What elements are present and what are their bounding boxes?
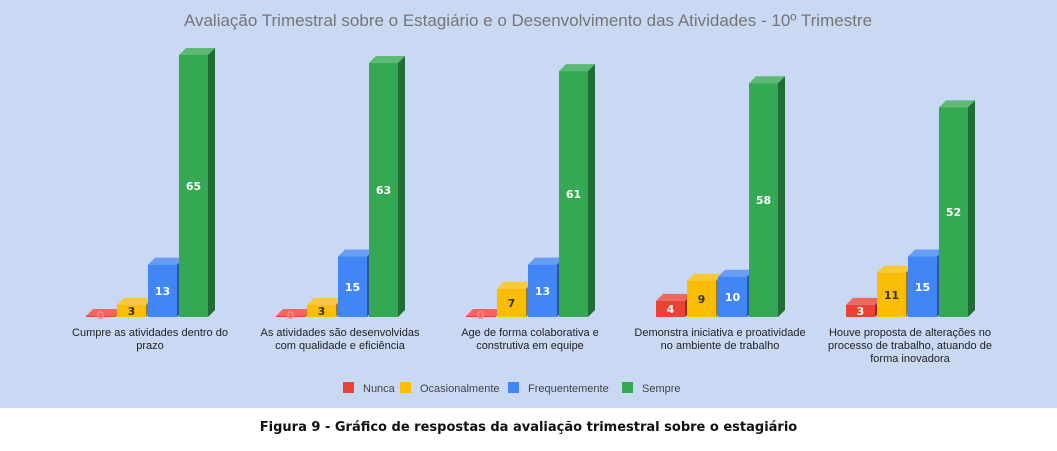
legend-swatch bbox=[400, 382, 411, 393]
data-label: 15 bbox=[915, 281, 930, 294]
chart-background bbox=[0, 0, 1057, 408]
data-label: 3 bbox=[128, 305, 136, 318]
data-label: 10 bbox=[725, 291, 741, 304]
bar-side bbox=[208, 48, 215, 317]
bar-frequentemente bbox=[908, 256, 937, 317]
bar-top bbox=[687, 273, 723, 281]
data-label: 58 bbox=[756, 194, 771, 207]
figure-caption: Figura 9 - Gráfico de respostas da avali… bbox=[259, 420, 798, 435]
data-label: 13 bbox=[155, 285, 170, 298]
legend-item: Ocasionalmente bbox=[400, 382, 500, 395]
bar-top bbox=[749, 76, 785, 84]
legend-label: Frequentemente bbox=[528, 383, 609, 395]
category-label: Cumpre as atividades dentro do bbox=[72, 327, 228, 339]
bar-chart: Avaliação Trimestral sobre o Estagiário … bbox=[0, 0, 1057, 408]
bar-side bbox=[398, 56, 405, 318]
legend-swatch bbox=[508, 382, 519, 393]
bar-top bbox=[148, 257, 184, 265]
category-label: forma inovadora bbox=[870, 353, 950, 365]
bar-top bbox=[276, 309, 312, 316]
data-label: 65 bbox=[186, 180, 201, 193]
bar-top bbox=[86, 309, 122, 316]
bar-ocasionalmente bbox=[687, 280, 716, 317]
bar-nunca bbox=[656, 300, 685, 317]
bar-sempre bbox=[369, 63, 398, 317]
bar-frequentemente bbox=[528, 264, 557, 317]
data-label: 0 bbox=[287, 309, 295, 322]
bar-top bbox=[877, 265, 913, 273]
category-label: Demonstra iniciativa e proatividade bbox=[634, 327, 805, 339]
legend-swatch bbox=[622, 382, 633, 393]
bar-top bbox=[307, 297, 343, 305]
category-label: Houve proposta de alterações no bbox=[829, 327, 991, 339]
legend-label: Ocasionalmente bbox=[420, 383, 500, 395]
category-group: 0 7 13 61 Age de forma colaborativa econstru… bbox=[461, 64, 599, 352]
bar-ocasionalmente bbox=[117, 304, 146, 317]
legend-item: Nunca bbox=[343, 382, 396, 395]
category-label: com qualidade e eficiência bbox=[275, 340, 406, 352]
category-label: no ambiente de trabalho bbox=[661, 340, 780, 352]
bar-side bbox=[588, 64, 595, 317]
category-group: 0 3 13 65 Cumpre as atividades dentro dopraz… bbox=[72, 48, 228, 352]
bar-top bbox=[369, 56, 405, 64]
category-label: Age de forma colaborativa e bbox=[461, 327, 599, 339]
bar-top bbox=[117, 297, 153, 305]
bar-nunca bbox=[276, 316, 305, 317]
category-group: 0 3 15 63 As atividades são desenvolvidascom… bbox=[261, 56, 420, 352]
data-label: 11 bbox=[884, 289, 899, 302]
bar-frequentemente bbox=[338, 256, 367, 317]
category-label: prazo bbox=[136, 340, 164, 352]
category-group: 3 11 15 52 Houve proposta de alterações nopr… bbox=[828, 100, 992, 365]
data-label: 15 bbox=[345, 281, 360, 294]
bar-nunca bbox=[466, 316, 495, 317]
bar-nunca bbox=[846, 304, 875, 317]
bar-top bbox=[179, 48, 215, 55]
bar-top bbox=[559, 64, 595, 72]
bar-ocasionalmente bbox=[877, 272, 906, 317]
bar-ocasionalmente bbox=[497, 288, 526, 317]
chart-title: Avaliação Trimestral sobre o Estagiário … bbox=[184, 11, 872, 30]
legend-label: Sempre bbox=[642, 383, 681, 395]
category-label: As atividades são desenvolvidas bbox=[261, 327, 420, 339]
bar-frequentemente bbox=[148, 264, 177, 317]
legend-swatch bbox=[343, 382, 354, 393]
data-label: 0 bbox=[97, 309, 105, 322]
data-label: 63 bbox=[376, 184, 391, 197]
data-label: 3 bbox=[857, 305, 865, 318]
bar-top bbox=[718, 269, 754, 277]
data-label: 3 bbox=[318, 305, 326, 318]
bar-sempre bbox=[749, 83, 778, 317]
data-label: 52 bbox=[946, 206, 961, 219]
bar-sempre bbox=[939, 107, 968, 318]
category-label: construtiva em equipe bbox=[476, 340, 584, 352]
legend-item: Frequentemente bbox=[508, 382, 609, 395]
bar-nunca bbox=[86, 316, 115, 317]
data-label: 0 bbox=[477, 309, 485, 322]
bar-ocasionalmente bbox=[307, 304, 336, 317]
data-label: 7 bbox=[508, 297, 516, 310]
bar-top bbox=[939, 100, 975, 108]
data-label: 61 bbox=[566, 188, 581, 201]
bar-top bbox=[497, 281, 533, 289]
bar-top bbox=[466, 309, 502, 316]
bar-sempre bbox=[559, 71, 588, 317]
bar-top bbox=[846, 297, 882, 305]
bar-side bbox=[968, 100, 975, 318]
category-group: 4 9 10 58 Demonstra iniciativa e proatividad… bbox=[634, 76, 806, 352]
bar-top bbox=[528, 257, 564, 265]
bar-frequentemente bbox=[718, 276, 747, 317]
bar-sempre bbox=[179, 55, 208, 317]
legend-item: Sempre bbox=[622, 382, 681, 395]
data-label: 4 bbox=[667, 303, 675, 316]
bar-top bbox=[656, 293, 692, 301]
data-label: 13 bbox=[535, 285, 550, 298]
bar-side bbox=[778, 76, 785, 317]
bar-top bbox=[908, 249, 944, 257]
legend-label: Nunca bbox=[363, 383, 396, 395]
data-label: 9 bbox=[698, 293, 706, 306]
bar-top bbox=[338, 249, 374, 257]
category-label: processo de trabalho, atuando de bbox=[828, 340, 992, 352]
